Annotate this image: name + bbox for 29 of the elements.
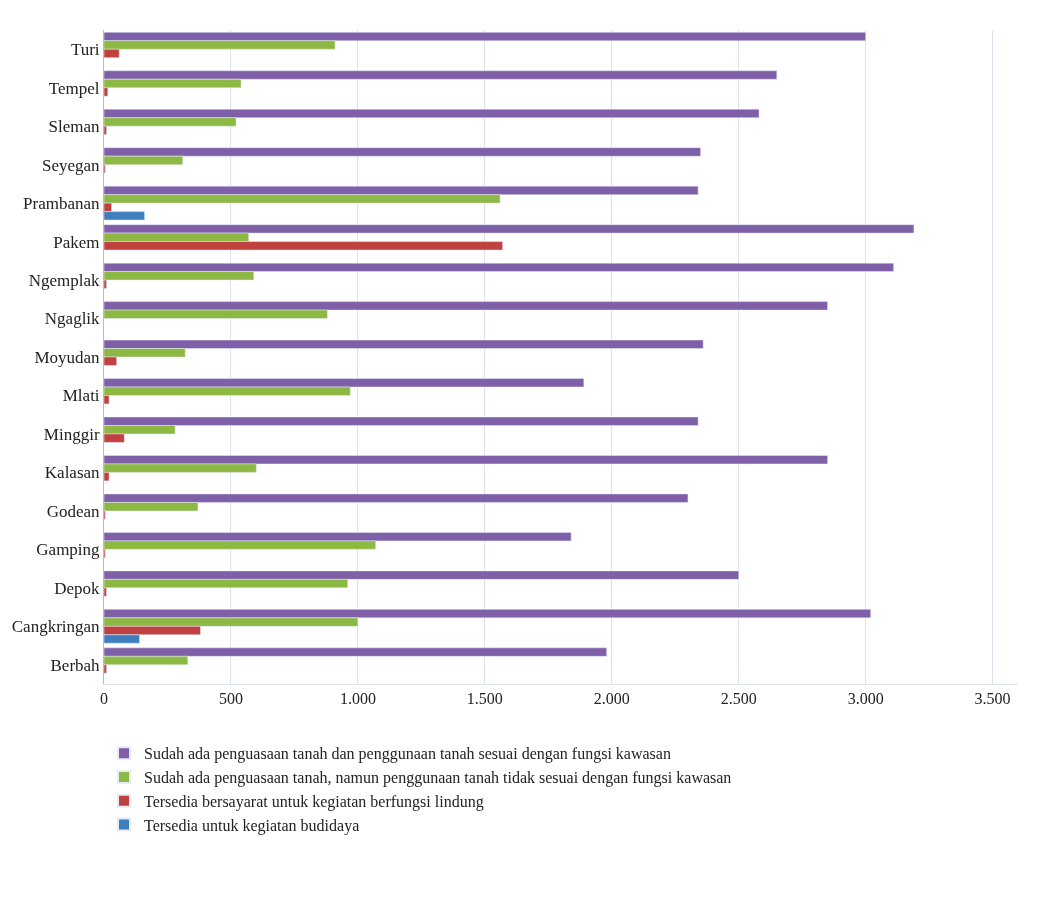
x-tick-label: 3.500 xyxy=(974,690,1011,708)
y-tick-label: Sleman xyxy=(48,117,101,137)
y-tick-label: Moyudan xyxy=(34,347,101,367)
x-tick-label: 2.500 xyxy=(720,690,757,708)
legend-label: Tersedia untuk kegiatan budidaya xyxy=(144,816,360,835)
legend-label: Sudah ada penguasaan tanah dan penggunaan tanah sesuai dengan fungsi kawasan xyxy=(144,745,671,764)
y-tick-label: Ngaglik xyxy=(44,309,101,329)
y-tick-label: Godean xyxy=(46,501,101,521)
y-tick-label: Minggir xyxy=(43,424,100,444)
y-tick-label: Mlati xyxy=(62,386,100,406)
y-tick-label: Cangkringan xyxy=(11,617,101,637)
y-tick-label: Prambanan xyxy=(23,194,101,214)
x-tick-label: 2.000 xyxy=(593,690,630,708)
x-tick-label: 500 xyxy=(218,690,243,708)
x-tick-label: 3.000 xyxy=(847,690,884,708)
y-tick-label: Pakem xyxy=(53,232,100,252)
y-tick-label: Gamping xyxy=(36,540,101,560)
y-tick-label: Depok xyxy=(54,578,101,598)
y-tick-label: Ngemplak xyxy=(28,271,101,291)
y-tick-label: Seyegan xyxy=(42,155,101,175)
y-tick-label: Turi xyxy=(70,40,100,60)
y-tick-label: Kalasan xyxy=(44,463,101,483)
legend-label: Tersedia bersayarat untuk kegiatan berfungsi lindung xyxy=(144,793,484,812)
y-tick-label: Berbah xyxy=(50,655,101,675)
x-tick-label: 0 xyxy=(100,690,108,708)
legend-label: Sudah ada penguasaan tanah, namun penggunaan tanah tidak sesuai dengan fungsi kawasan xyxy=(144,769,732,788)
x-tick-label: 1.000 xyxy=(339,690,376,708)
x-tick-label: 1.500 xyxy=(466,690,503,708)
y-tick-label: Tempel xyxy=(48,78,100,98)
